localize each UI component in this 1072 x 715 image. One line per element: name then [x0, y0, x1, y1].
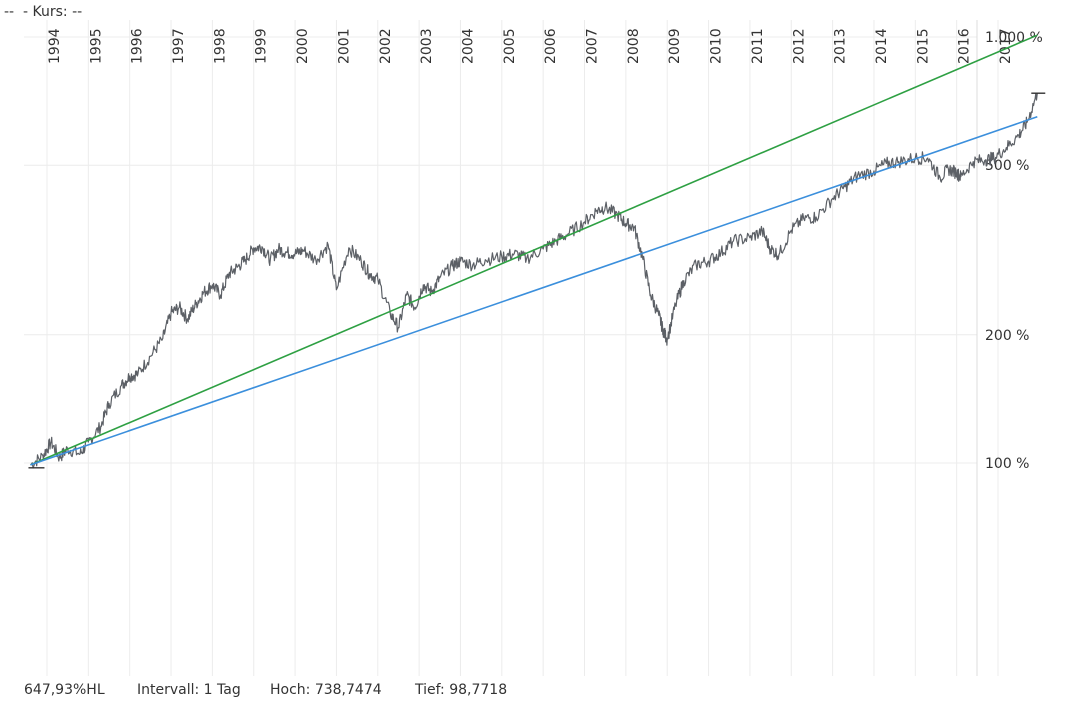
year-tick-1995: 1995: [88, 28, 104, 64]
series-line-trend-gruen: [30, 34, 1038, 466]
y-tick-labels: 1.000 % 500 % 200 % 100 %: [985, 30, 1043, 472]
y-tick-200: 200 %: [985, 328, 1029, 344]
year-tick-2002: 2002: [378, 28, 394, 64]
y-tick-1000: 1.000 %: [985, 30, 1043, 46]
series-line-kurs: [30, 92, 1038, 469]
year-tick-2008: 2008: [626, 28, 642, 64]
year-tick-2007: 2007: [585, 28, 601, 64]
end-markers: [28, 92, 1046, 469]
x-grid: [46, 20, 999, 676]
year-tick-1997: 1997: [171, 28, 187, 64]
footer-high: Hoch: 738,7474: [270, 682, 382, 698]
y-tick-500: 500 %: [985, 158, 1029, 174]
year-tick-2016: 2016: [957, 28, 973, 64]
y-tick-100: 100 %: [985, 456, 1029, 472]
year-tick-2015: 2015: [915, 28, 931, 64]
y-grid: [24, 36, 977, 464]
year-tick-1996: 1996: [130, 28, 146, 64]
year-tick-2013: 2013: [833, 28, 849, 64]
year-tick-2001: 2001: [336, 28, 352, 64]
year-tick-2010: 2010: [709, 28, 725, 64]
year-tick-2009: 2009: [667, 28, 683, 64]
year-tick-1998: 1998: [212, 28, 228, 64]
year-tick-2011: 2011: [750, 28, 766, 64]
footer-interval: Intervall: 1 Tag: [137, 682, 241, 698]
year-tick-2014: 2014: [874, 28, 890, 64]
year-tick-2000: 2000: [295, 28, 311, 64]
year-tick-2004: 2004: [460, 28, 476, 64]
year-tick-2012: 2012: [791, 28, 807, 64]
year-tick-2006: 2006: [543, 28, 559, 64]
series-line-trend-blau: [30, 115, 1038, 466]
year-tick-1999: 1999: [254, 28, 270, 64]
price-chart[interactable]: 1994 1995 1996 1997 1998 1999 2000 2001 2002 2003…: [0, 0, 1072, 680]
year-tick-2005: 2005: [502, 28, 518, 64]
chart-footer: 647,93%HL Intervall: 1 Tag Hoch: 738,747…: [24, 682, 507, 698]
footer-low: Tief: 98,7718: [415, 682, 508, 698]
footer-hl: 647,93%HL: [24, 682, 105, 698]
year-tick-2003: 2003: [419, 28, 435, 64]
year-tick-2017: 2017: [998, 28, 1014, 64]
year-tick-labels: 1994 1995 1996 1997 1998 1999 2000 2001 2002 2003…: [47, 28, 1014, 64]
series-layer: [30, 34, 1038, 469]
year-tick-1994: 1994: [47, 28, 63, 64]
chart-header: -- - Kurs: --: [4, 4, 83, 20]
